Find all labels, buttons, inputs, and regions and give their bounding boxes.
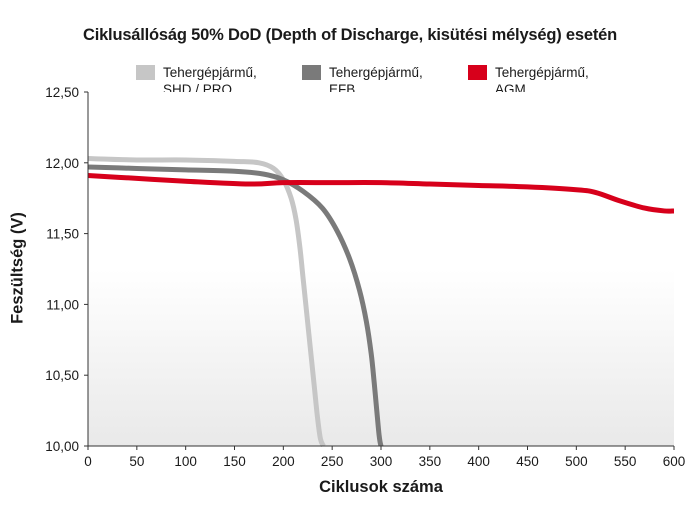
x-tick-label: 450 [516, 454, 539, 469]
x-axis-title: Ciklusok száma [319, 478, 443, 496]
y-tick-label: 12,00 [45, 156, 79, 171]
y-tick-label: 11,00 [46, 297, 79, 312]
x-tick-label: 0 [84, 454, 92, 469]
x-tick-label: 500 [565, 454, 588, 469]
x-tick-label: 100 [174, 454, 197, 469]
y-tick-label: 10,00 [45, 439, 79, 454]
legend-swatch-shd-pro [136, 65, 155, 80]
series-line-teherg-pj-rm-agm [87, 173, 675, 214]
series-line-teherg-pj-rm-efb [87, 164, 384, 447]
legend-swatch-agm [468, 65, 487, 80]
x-tick-label: 600 [663, 454, 686, 469]
y-axis-title: Feszültség (V) [8, 212, 27, 324]
plot-background [88, 92, 674, 446]
x-tick-label: 150 [223, 454, 246, 469]
chart-title: Ciklusállóság 50% DoD (Depth of Discharg… [82, 26, 618, 44]
x-tick-label: 300 [370, 454, 393, 469]
legend-swatch-efb [302, 65, 321, 80]
x-tick-label: 350 [419, 454, 442, 469]
x-tick-label: 550 [614, 454, 637, 469]
x-tick-label: 200 [272, 454, 295, 469]
y-tick-label: 11,50 [46, 227, 79, 242]
x-tick-label: 50 [129, 454, 144, 469]
y-tick-label: 12,50 [45, 85, 79, 100]
x-tick-label: 400 [467, 454, 490, 469]
x-tick-label: 250 [321, 454, 344, 469]
series-line-teherg-pj-rm-shd-pro [87, 156, 326, 448]
y-tick-label: 10,50 [45, 368, 79, 383]
